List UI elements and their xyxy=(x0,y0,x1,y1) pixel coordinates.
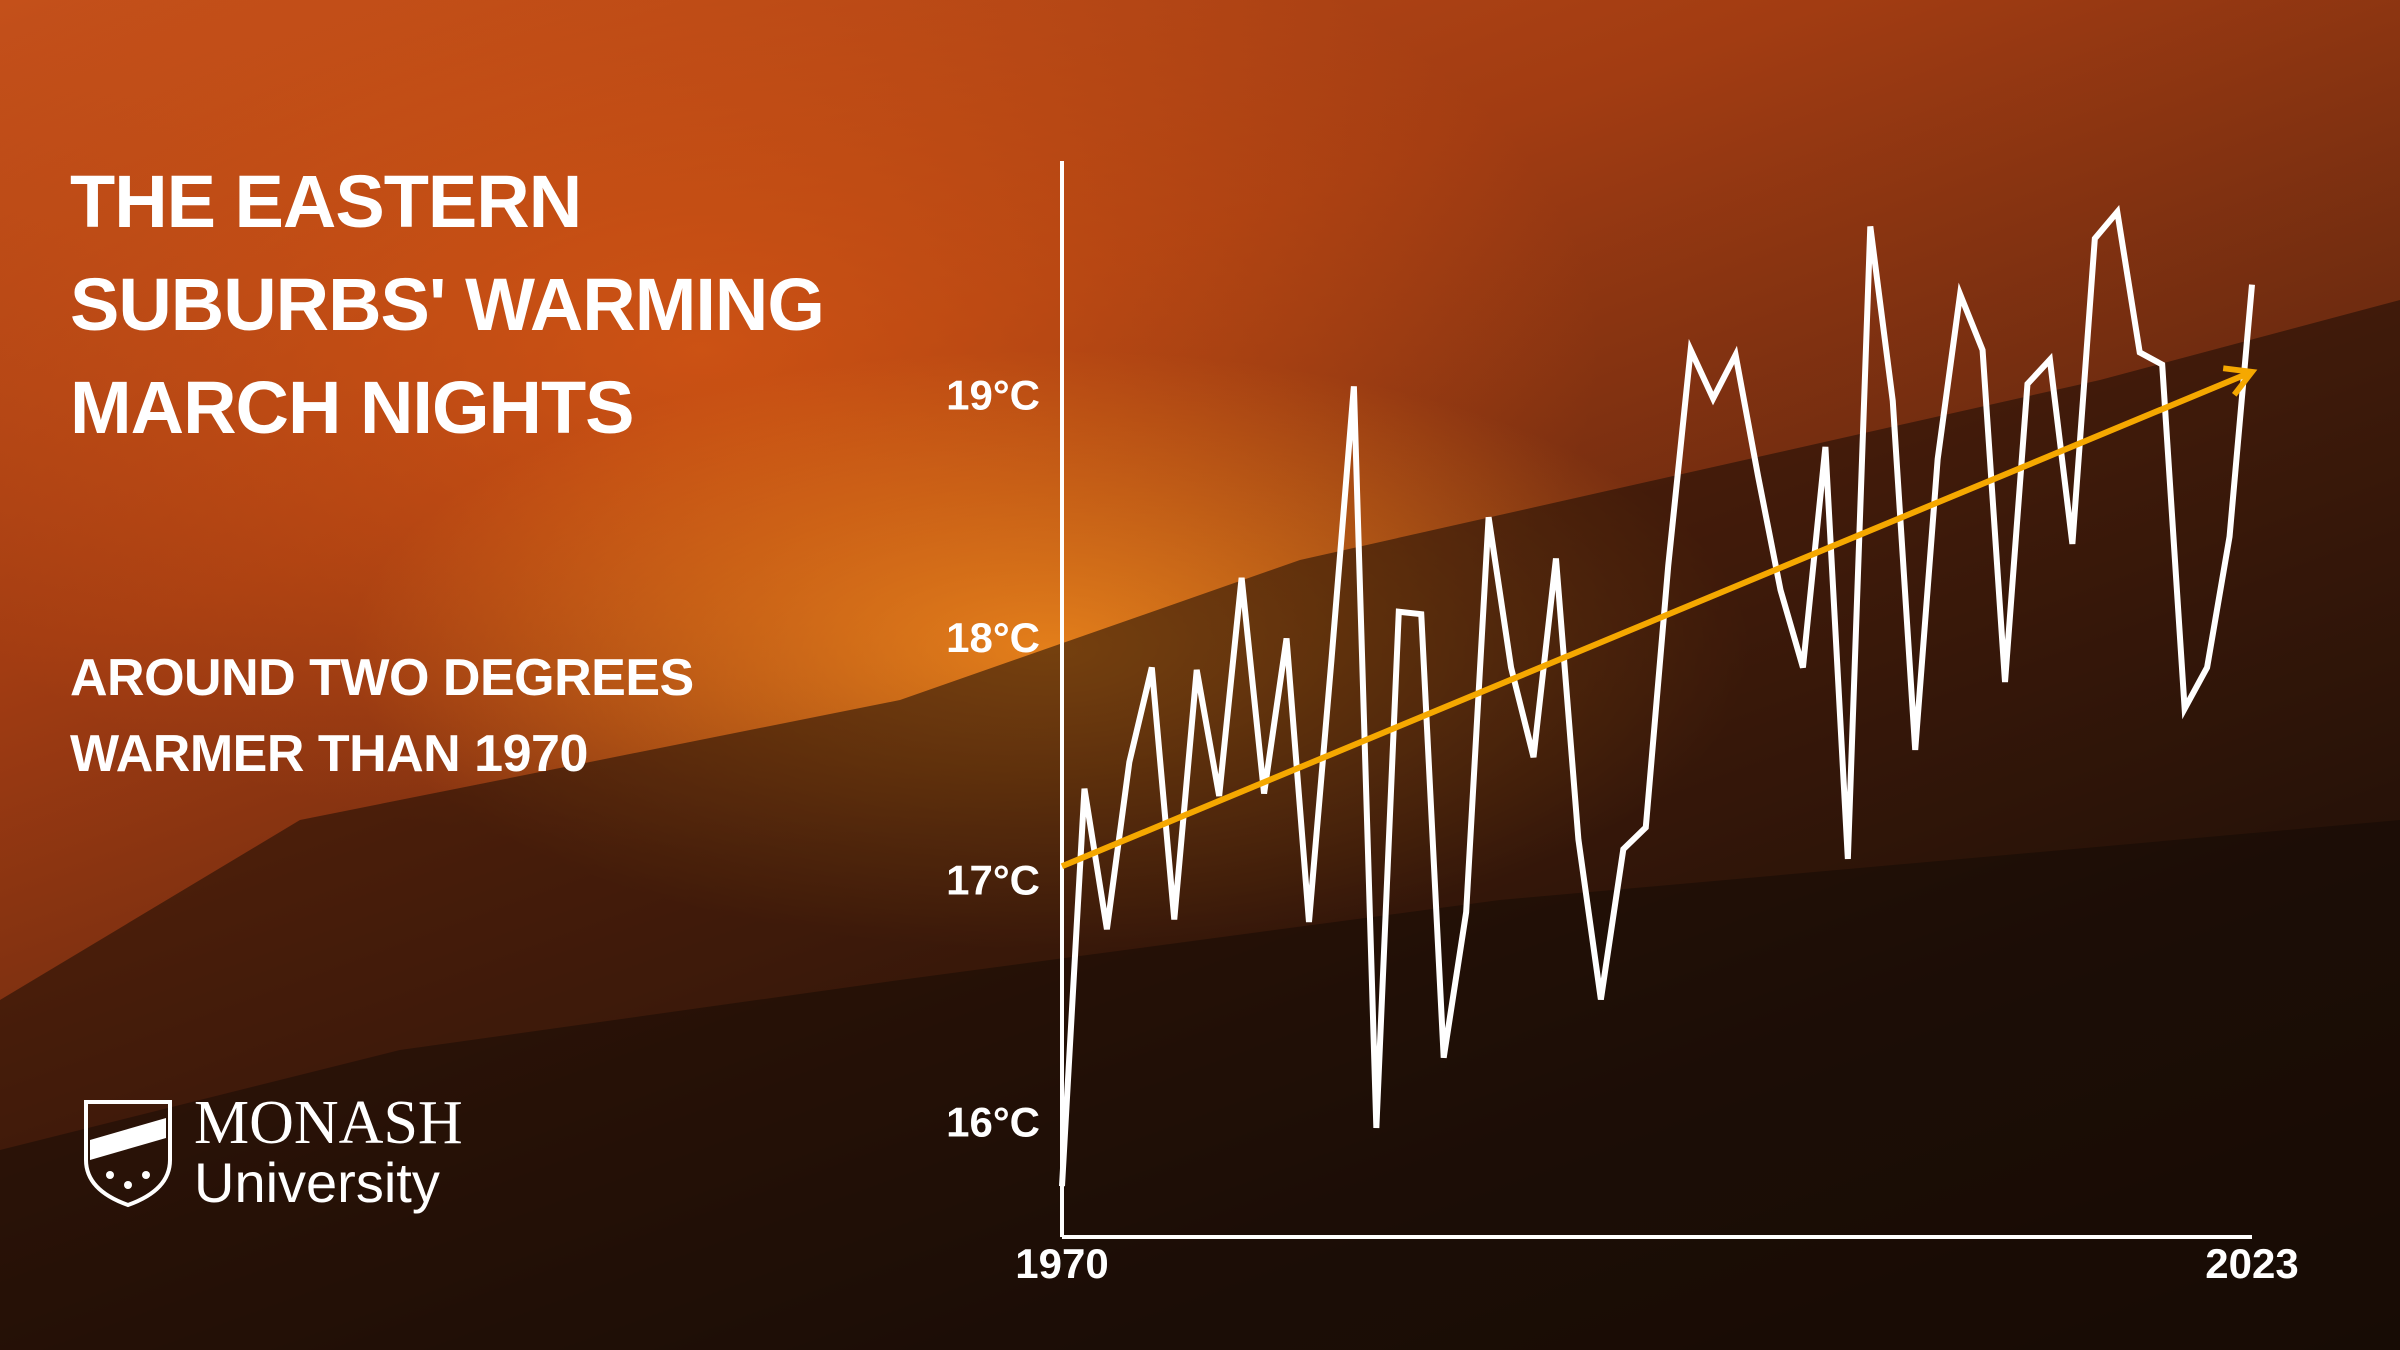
y-tick-label: 19°C xyxy=(946,372,1040,419)
x-tick-label: 2023 xyxy=(2205,1240,2298,1287)
data-line xyxy=(1059,204,2255,1187)
y-tick-label: 16°C xyxy=(946,1099,1040,1146)
subtitle: AROUND TWO DEGREES WARMER THAN 1970 xyxy=(70,649,694,783)
x-tick-label: 1970 xyxy=(1015,1240,1108,1287)
title: THE EASTERN SUBURBS' WARMING MARCH NIGHT… xyxy=(70,160,825,449)
y-tick-label: 17°C xyxy=(946,856,1040,903)
y-tick-label: 18°C xyxy=(946,614,1040,661)
trend-arrow xyxy=(1060,365,2258,869)
logo-name: MONASH xyxy=(194,1089,463,1157)
logo-subname: University xyxy=(194,1151,440,1214)
